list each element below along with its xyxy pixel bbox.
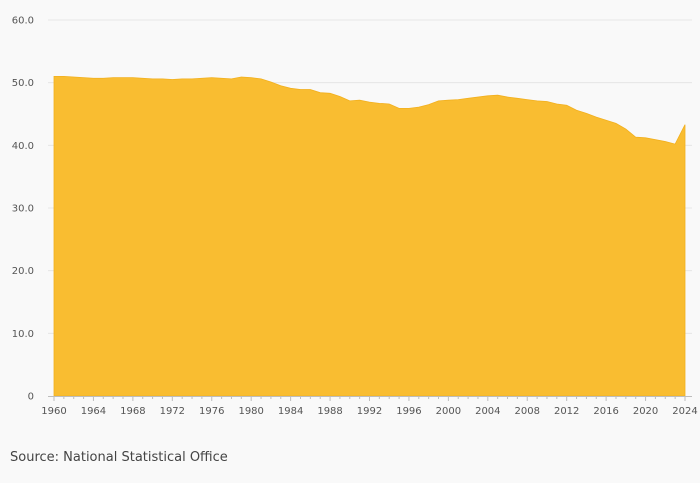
x-tick-label: 2000 — [436, 406, 461, 417]
plot-area — [53, 76, 686, 397]
x-tick-label: 2016 — [593, 406, 618, 417]
y-tick-label: 10.0 — [12, 329, 34, 340]
x-tick-label: 2024 — [672, 406, 697, 417]
x-tick-label: 2012 — [554, 406, 579, 417]
x-tick-label: 2004 — [475, 406, 500, 417]
x-tick-label: 1968 — [120, 406, 145, 417]
x-tick-label: 1984 — [278, 406, 303, 417]
x-tick-label: 2008 — [515, 406, 540, 417]
y-axis: 0 10.0 20.0 30.0 40.0 50.0 60.0 — [12, 16, 34, 403]
x-axis — [48, 396, 692, 401]
y-tick-label: 60.0 — [12, 16, 34, 27]
x-tick-label: 1996 — [396, 406, 421, 417]
x-tick-label: 1964 — [81, 406, 106, 417]
x-tick-label: 1972 — [160, 406, 185, 417]
area-series — [53, 76, 686, 397]
x-tick-label: 2020 — [633, 406, 658, 417]
x-tick-label: 1976 — [199, 406, 224, 417]
y-tick-label: 30.0 — [12, 204, 34, 215]
x-tick-label: 1992 — [357, 406, 382, 417]
x-tick-label: 1980 — [238, 406, 263, 417]
y-tick-label: 40.0 — [12, 141, 34, 152]
x-tick-label: 1988 — [317, 406, 342, 417]
y-tick-label: 0 — [28, 392, 34, 403]
x-tick-label: 1960 — [41, 406, 66, 417]
area-chart: 010.020.030.040.050.060.0 1960 1964 1968 19… — [12, 16, 698, 418]
y-tick-label: 50.0 — [12, 78, 34, 89]
y-tick-label: 20.0 — [12, 266, 34, 277]
x-axis-labels: 1960 1964 1968 1972 1976 1980 1984 1988 1992 1996… — [41, 406, 697, 417]
source-note: Source: National Statistical Office — [10, 450, 228, 465]
